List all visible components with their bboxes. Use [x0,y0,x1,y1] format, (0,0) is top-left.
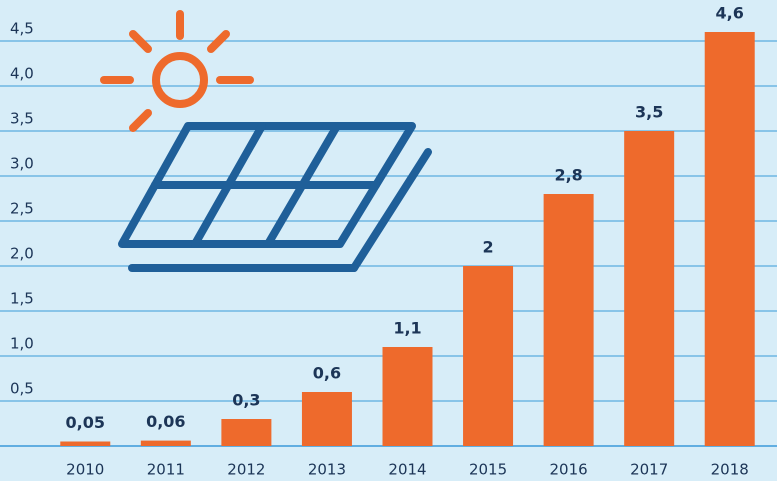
value-label: 0,3 [232,391,260,410]
bar [60,441,111,446]
y-tick-label: 1,0 [10,335,34,353]
x-tick-label: 2016 [550,461,588,479]
x-tick-label: 2018 [711,461,749,479]
x-tick-label: 2011 [147,461,185,479]
x-tick-label: 2010 [66,461,104,479]
bar [140,440,191,446]
x-tick-label: 2015 [469,461,507,479]
y-tick-label: 3,5 [10,110,34,128]
value-label: 3,5 [635,103,663,122]
bar [221,419,272,446]
value-label: 0,06 [146,412,185,431]
x-tick-label: 2012 [227,461,265,479]
bar [382,347,433,446]
bars: 2010 0,05 2011 0,06 2012 0,3 2013 0,6 2014 1,1 201… [60,4,755,479]
value-label: 2 [482,238,493,257]
bar [543,194,594,446]
bar [301,392,352,446]
x-tick-label: 2013 [308,461,346,479]
value-label: 0,05 [66,413,105,432]
bar [624,131,675,446]
illustration [100,10,432,272]
bar [463,266,514,446]
y-tick-label: 3,0 [10,155,34,173]
bar [704,32,755,446]
y-tick-label: 1,5 [10,290,34,308]
y-tick-label: 2,5 [10,200,34,218]
y-tick-label: 4,0 [10,65,34,83]
y-tick-label: 2,0 [10,245,34,263]
value-label: 1,1 [393,319,421,338]
value-label: 4,6 [716,4,744,23]
x-tick-label: 2014 [388,461,426,479]
y-tick-label: 0,5 [10,380,34,398]
value-label: 0,6 [313,364,341,383]
y-tick-label: 4,5 [10,20,34,38]
value-label: 2,8 [554,166,582,185]
x-tick-label: 2017 [630,461,668,479]
